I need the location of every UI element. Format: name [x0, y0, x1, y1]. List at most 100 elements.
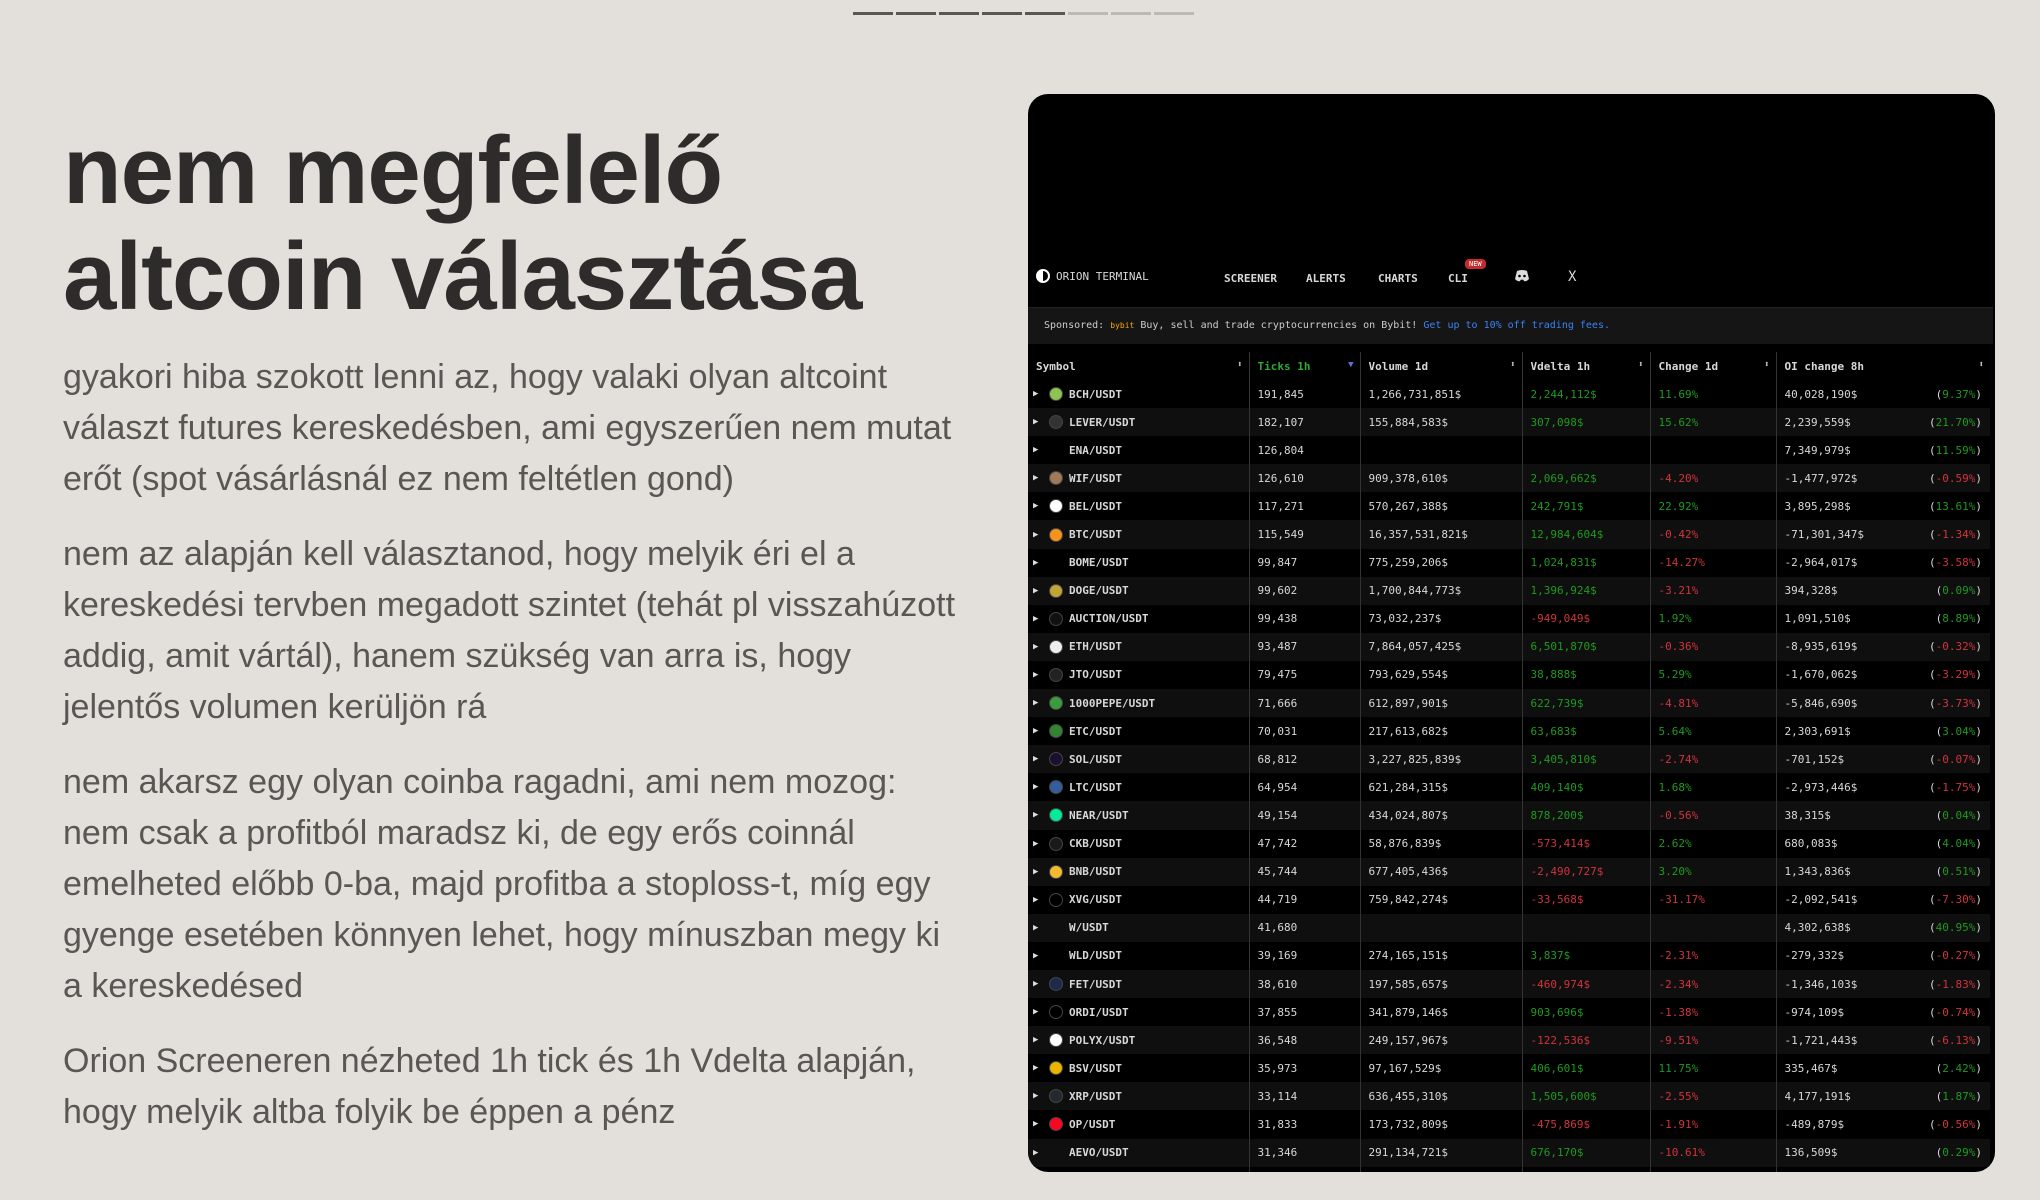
column-header[interactable]: Volume 1d ⬍	[1359, 352, 1522, 380]
logo[interactable]: ORION TERMINAL	[1036, 269, 1149, 283]
table-row[interactable]: ▶ ETC/USDT 70,031 217,613,682$ 63,683$ 5.…	[1028, 717, 1990, 746]
table-row[interactable]: ▶ FET/USDT 38,610 197,585,657$ -460,974$ …	[1028, 969, 1990, 999]
oi-change-8h: -1,670,062$ (-3.29%)	[1775, 660, 1990, 690]
table-row[interactable]: ▶ POLYX/USDT 36,548 249,157,967$ -122,536…	[1028, 1026, 1990, 1055]
expand-icon[interactable]: ▶	[1033, 838, 1039, 849]
volume-1d: 173,732,809$	[1359, 1110, 1522, 1139]
table-row[interactable]: ▶ 1000PEPE/USDT 71,666 612,897,901$ 622,7…	[1028, 689, 1990, 718]
expand-icon[interactable]: ▶	[1033, 529, 1039, 540]
oi-change-8h: -1,346,103$ (-1.83%)	[1775, 969, 1990, 999]
column-header[interactable]: OI change 8h ⬍	[1775, 352, 1990, 380]
slide-progress	[853, 12, 1194, 15]
sponsored-banner[interactable]: Sponsored: bybit Buy, sell and trade cry…	[1028, 307, 1993, 344]
sort-icon[interactable]: ⬍	[1978, 360, 1984, 370]
table-row[interactable]: ▶ LEVER/USDT 182,107 155,884,583$ 307,098…	[1028, 408, 1990, 437]
oi-value: -489,879$	[1784, 1117, 1845, 1131]
expand-icon[interactable]: ▶	[1033, 501, 1039, 512]
table-row[interactable]: ▶ AEVO/USDT 31,346 291,134,721$ 676,170$ …	[1028, 1138, 1990, 1167]
expand-icon[interactable]: ▶	[1033, 782, 1039, 793]
table-row[interactable]: ▶ SOL/USDT 68,812 3,227,825,839$ 3,405,81…	[1028, 745, 1990, 774]
oi-percent-value: 8.89%	[1942, 612, 1976, 626]
column-header[interactable]: Ticks 1h ▼	[1248, 352, 1360, 380]
table-row[interactable]: ▶ W/USDT 41,680 4,302,638$ (40.95%)	[1028, 913, 1990, 942]
expand-icon[interactable]: ▶	[1033, 389, 1039, 400]
expand-icon[interactable]: ▶	[1033, 417, 1039, 428]
table-row[interactable]: ▶ ORDI/USDT 37,855 341,879,146$ 903,696$ …	[1028, 998, 1990, 1027]
table-row[interactable]: ▶ NEAR/USDT 49,154 434,024,807$ 878,200$ …	[1028, 801, 1990, 830]
symbol: ORDI/USDT	[1069, 1005, 1129, 1019]
expand-icon[interactable]: ▶	[1033, 585, 1039, 596]
expand-icon[interactable]: ▶	[1033, 810, 1039, 821]
coin-icon	[1049, 639, 1063, 654]
expand-icon[interactable]: ▶	[1033, 445, 1039, 456]
table-row[interactable]: ▶ LTC/USDT 64,954 621,284,315$ 409,140$ 1…	[1028, 773, 1990, 802]
expand-icon[interactable]: ▶	[1033, 950, 1039, 961]
oi-percent-value: -0.56%	[1935, 1117, 1976, 1131]
table-row[interactable]: ▶ BCH/USDT 191,845 1,266,731,851$ 2,244,1…	[1028, 380, 1990, 409]
nav-cli[interactable]: CLI	[1448, 272, 1468, 285]
change-1d: -10.61%	[1649, 1138, 1776, 1167]
table-row[interactable]: ▶ BEL/USDT 117,271 570,267,388$ 242,791$ …	[1028, 492, 1990, 521]
expand-icon[interactable]: ▶	[1033, 698, 1039, 709]
column-header[interactable]: Symbol ⬍	[1028, 352, 1249, 380]
expand-icon[interactable]: ▶	[1033, 473, 1039, 484]
table-row[interactable]: ▶ DOGE/USDT 99,602 1,700,844,773$ 1,396,9…	[1028, 576, 1990, 605]
expand-icon[interactable]: ▶	[1033, 894, 1039, 905]
ticks-1h: 39,169	[1248, 941, 1360, 970]
table-row[interactable]: ▶ ETH/USDT 93,487 7,864,057,425$ 6,501,87…	[1028, 632, 1990, 661]
symbol: ETC/USDT	[1069, 724, 1122, 738]
table-row[interactable]: ▶ CKB/USDT 47,742 58,876,839$ -573,414$ 2…	[1028, 829, 1990, 858]
discord-icon[interactable]	[1514, 269, 1530, 286]
oi-change-8h: -2,092,541$ (-7.30%)	[1775, 885, 1990, 914]
sponsor-link[interactable]: Get up to 10% off trading fees.	[1423, 320, 1610, 331]
expand-icon[interactable]: ▶	[1033, 557, 1039, 568]
table-row[interactable]: ▶JUP/USDT 30,843 329,470,569$ -291,613$ …	[1028, 1166, 1990, 1172]
oi-value: 394,328$	[1784, 584, 1838, 598]
oi-percent-value: 0.09%	[1942, 584, 1976, 598]
table-row[interactable]: ▶ BTC/USDT 115,549 16,357,531,821$ 12,984…	[1028, 520, 1990, 549]
sort-icon[interactable]: ⬍	[1764, 360, 1770, 370]
column-header[interactable]: Change 1d ⬍	[1649, 352, 1776, 380]
table-row[interactable]: ▶ OP/USDT 31,833 173,732,809$ -475,869$ -…	[1028, 1110, 1990, 1139]
expand-icon[interactable]: ▶	[1033, 1091, 1039, 1102]
oi-change-8h: 4,177,191$ (1.87%)	[1775, 1082, 1990, 1111]
expand-icon[interactable]: ▶	[1033, 1119, 1039, 1130]
oi-value: -1,346,103$	[1784, 977, 1858, 991]
oi-change-8h: -489,879$ (-0.56%)	[1775, 1110, 1990, 1139]
screener-table: Symbol ⬍ Ticks 1h ▼ Volume 1d ⬍ Vdelta 1h ⬍ Chan…	[1028, 352, 1990, 1172]
table-row[interactable]: ▶ BSV/USDT 35,973 97,167,529$ 406,601$ 11…	[1028, 1054, 1990, 1083]
expand-icon[interactable]: ▶	[1033, 726, 1039, 737]
sort-icon[interactable]: ⬍	[1638, 360, 1644, 370]
oi-percent: (-0.32%)	[1929, 640, 1982, 654]
table-row[interactable]: ▶ BOME/USDT 99,847 775,259,206$ 1,024,831…	[1028, 548, 1990, 577]
expand-icon[interactable]: ▶	[1033, 641, 1039, 652]
expand-icon[interactable]: ▶	[1033, 979, 1039, 990]
expand-icon[interactable]: ▶	[1033, 866, 1039, 877]
expand-icon[interactable]: ▶	[1033, 754, 1039, 765]
expand-icon[interactable]: ▶	[1033, 1035, 1039, 1046]
column-header[interactable]: Vdelta 1h ⬍	[1521, 352, 1650, 380]
nav-charts[interactable]: CHARTS	[1378, 272, 1418, 285]
table-row[interactable]: ▶ JTO/USDT 79,475 793,629,554$ 38,888$ 5.…	[1028, 660, 1990, 690]
table-row[interactable]: ▶ WIF/USDT 126,610 909,378,610$ 2,069,662…	[1028, 464, 1990, 493]
expand-icon[interactable]: ▶	[1033, 922, 1039, 933]
table-row[interactable]: ▶ WLD/USDT 39,169 274,165,151$ 3,837$ -2.…	[1028, 941, 1990, 970]
table-row[interactable]: ▶ AUCTION/USDT 99,438 73,032,237$ -949,04…	[1028, 604, 1990, 633]
table-row[interactable]: ▶ BNB/USDT 45,744 677,405,436$ -2,490,727…	[1028, 857, 1990, 886]
oi-value: 680,083$	[1784, 837, 1838, 851]
expand-icon[interactable]: ▶	[1033, 1063, 1039, 1074]
expand-icon[interactable]: ▶	[1033, 669, 1039, 680]
table-row[interactable]: ▶ ENA/USDT 126,804 7,349,979$ (11.59%)	[1028, 436, 1990, 465]
nav-screener[interactable]: SCREENER	[1224, 272, 1277, 285]
oi-percent-value: 9.37%	[1942, 387, 1976, 401]
expand-icon[interactable]: ▶	[1033, 613, 1039, 624]
expand-icon[interactable]: ▶	[1033, 1147, 1039, 1158]
table-row[interactable]: ▶ XRP/USDT 33,114 636,455,310$ 1,505,600$…	[1028, 1082, 1990, 1111]
x-icon[interactable]: X	[1568, 269, 1577, 285]
table-row[interactable]: ▶ XVG/USDT 44,719 759,842,274$ -33,568$ -…	[1028, 885, 1990, 914]
sort-icon[interactable]: ▼	[1348, 360, 1354, 370]
nav-alerts[interactable]: ALERTS	[1306, 272, 1346, 285]
expand-icon[interactable]: ▶	[1033, 1007, 1039, 1018]
sort-icon[interactable]: ⬍	[1237, 360, 1243, 370]
sort-icon[interactable]: ⬍	[1510, 360, 1516, 370]
